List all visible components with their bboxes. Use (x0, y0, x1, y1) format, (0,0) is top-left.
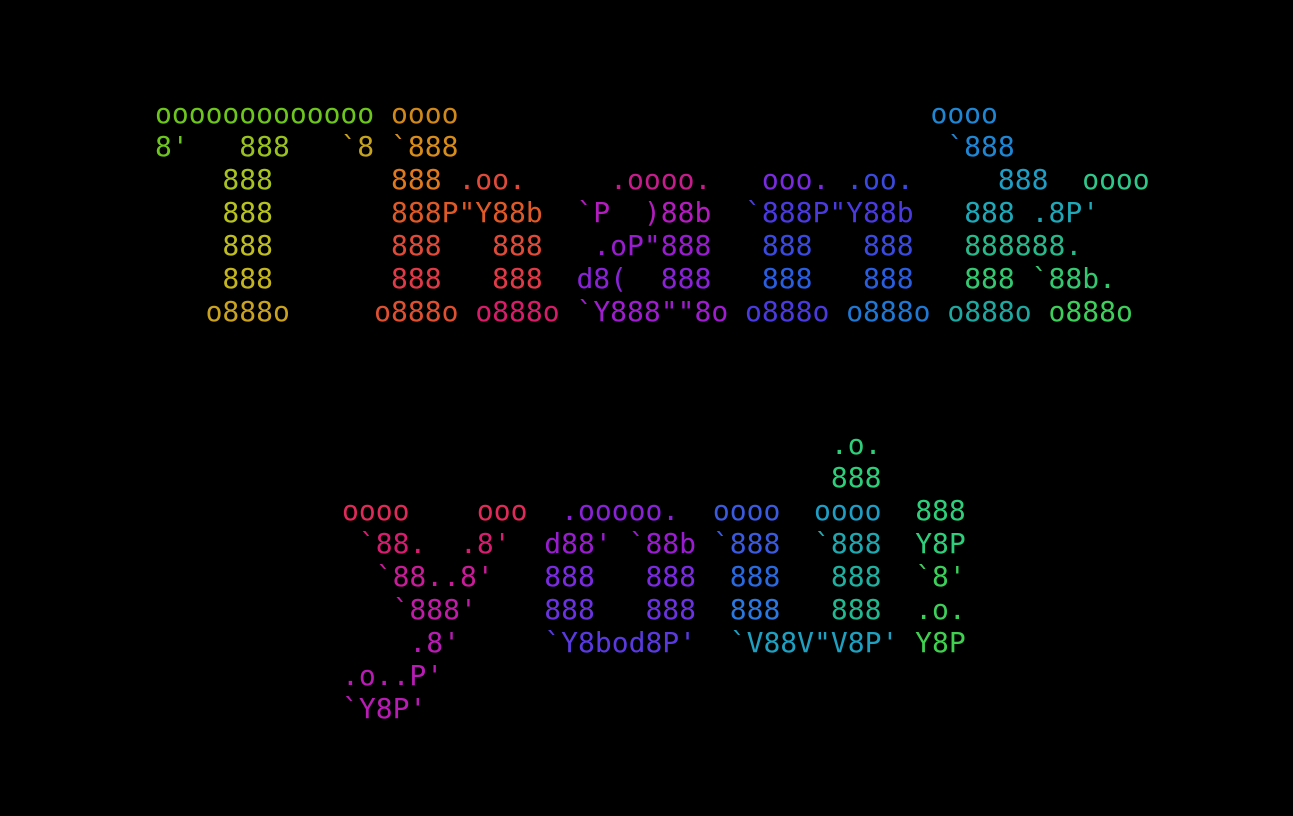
banner-segment: .oP"888 (576, 229, 762, 262)
banner-segment: 888P"Y88b (391, 196, 577, 229)
banner-segment: 888 (729, 560, 831, 593)
banner-segment: o888o (1048, 295, 1133, 328)
ascii-banner-thank: ooooooooooooo oooo oooo 8' 888 `8 `888 `8… (155, 97, 1150, 328)
banner-segment: `888 (712, 527, 815, 560)
banner-segment: `888P"Y88b (745, 196, 965, 229)
banner-segment: `Y8bod8P' (544, 626, 730, 659)
banner-segment: 888 (155, 163, 392, 196)
banner-line: .o. (342, 428, 966, 461)
banner-segment (458, 130, 947, 163)
banner-line: o888o o888o o888o `Y888""8o o888o o888o … (155, 295, 1150, 328)
banner-segment: .o. (915, 593, 966, 626)
banner-segment: `Y8P' (342, 692, 427, 725)
banner-segment: 888 (830, 593, 916, 626)
banner-segment: 888888. (964, 229, 1083, 262)
banner-segment: .o. (342, 428, 882, 461)
banner-segment: oooo ooo (342, 494, 562, 527)
banner-segment: `88. .8' (342, 527, 545, 560)
banner-line: `88. .8' d88' `88b `888 `888 Y8P (342, 527, 966, 560)
banner-segment (458, 97, 930, 130)
banner-segment: 888 888 (544, 593, 730, 626)
banner-line: 8' 888 `8 `888 `888 (155, 130, 1150, 163)
banner-segment: 888 (155, 229, 392, 262)
banner-segment: 888 (915, 494, 966, 527)
banner-segment: 888 (342, 461, 882, 494)
banner-line: .o..P' (342, 659, 966, 692)
banner-segment: `Y888""8o (576, 295, 746, 328)
banner-line: `88..8' 888 888 888 888 `8' (342, 560, 966, 593)
banner-segment: 888 (830, 560, 916, 593)
banner-segment: o888o (475, 295, 577, 328)
banner-segment: 888 888 (761, 229, 965, 262)
banner-line: 888 888 888 .oP"888 888 888 888888. (155, 229, 1150, 262)
banner-segment: Y8P (915, 626, 966, 659)
banner-segment: .oooo. (576, 163, 762, 196)
banner-segment: .o..P' (342, 659, 444, 692)
banner-line: oooo ooo .ooooo. oooo oooo 888 (342, 494, 966, 527)
banner-line: .8' `Y8bod8P' `V88V"V8P' Y8P (342, 626, 966, 659)
banner-segment: o888o (846, 295, 948, 328)
banner-segment: 888 888 (391, 262, 577, 295)
banner-segment: 888 (981, 163, 1083, 196)
banner-segment: 888 (155, 262, 392, 295)
banner-segment: ooooooooooooo (155, 97, 392, 130)
banner-line: 888 888 .oo. .oooo. ooo. .oo. 888 oooo (155, 163, 1150, 196)
banner-segment: 888 (188, 130, 341, 163)
banner-line: 888 (342, 461, 966, 494)
banner-segment: o888o (745, 295, 847, 328)
banner-segment: o888o (155, 295, 375, 328)
banner-segment: d8( 888 (576, 262, 762, 295)
banner-segment: ooo. (761, 163, 847, 196)
banner-segment: o888o (947, 295, 1049, 328)
banner-segment: Y8P (915, 527, 966, 560)
banner-line: 888 888 888 d8( 888 888 888 888 `88b. (155, 262, 1150, 295)
banner-segment: `8' (915, 560, 966, 593)
banner-segment: 888 (391, 163, 459, 196)
banner-line: 888 888P"Y88b `P )88b `888P"Y88b 888 .8P… (155, 196, 1150, 229)
banner-segment: 888 888 (391, 229, 577, 262)
banner-segment: .ooooo. (561, 494, 713, 527)
banner-segment: oooo (930, 97, 998, 130)
banner-line: ooooooooooooo oooo oooo (155, 97, 1150, 130)
banner-segment: `888' (342, 593, 545, 626)
banner-segment: `P )88b (576, 196, 746, 229)
banner-segment: `888 (947, 130, 1015, 163)
banner-segment: oooo (712, 494, 815, 527)
banner-line: `Y8P' (342, 692, 966, 725)
banner-segment: 888 888 (761, 262, 965, 295)
banner-segment: `888 (814, 527, 916, 560)
banner-segment: `88..8' (342, 560, 545, 593)
banner-segment: oooo (1082, 163, 1150, 196)
banner-segment: .oo. (458, 163, 577, 196)
banner-segment: 888 (729, 593, 831, 626)
banner-segment: o888o (374, 295, 476, 328)
banner-segment: 888 (155, 196, 392, 229)
banner-segment: oooo (814, 494, 916, 527)
banner-segment: 888 `88b. (964, 262, 1116, 295)
banner-segment: 8' (155, 130, 189, 163)
banner-segment: `V88V"V8P' (729, 626, 916, 659)
banner-segment: `8 (340, 130, 392, 163)
banner-segment: d88' `88b (544, 527, 713, 560)
banner-segment: 888 .8P' (964, 196, 1100, 229)
banner-segment: oooo (391, 97, 459, 130)
banner-line: `888' 888 888 888 888 .o. (342, 593, 966, 626)
banner-segment: 888 888 (544, 560, 730, 593)
banner-segment: `888 (391, 130, 459, 163)
banner-segment: .oo. (846, 163, 982, 196)
banner-segment: .8' (342, 626, 545, 659)
ascii-banner-you: .o. 888 oooo ooo .ooooo. oooo oooo 888 `8… (342, 428, 966, 725)
